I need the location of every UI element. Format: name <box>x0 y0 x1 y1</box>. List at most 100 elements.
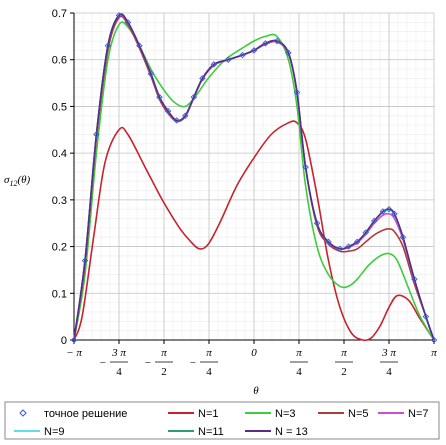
x-tick-label: 3 π 4 <box>380 347 398 378</box>
legend-item-точное-решение: точное решение <box>19 408 127 420</box>
y-axis-label: σ12(θ) <box>4 174 31 188</box>
data-point <box>224 56 232 63</box>
series-line-n-1 <box>73 120 435 342</box>
data-point <box>70 336 78 344</box>
legend-label: N=7 <box>408 408 429 420</box>
data-point <box>285 49 292 56</box>
x-tick-numerator: 3 π <box>111 347 126 359</box>
x-tick-label: π2 <box>335 347 353 378</box>
y-tick-label: 0.5 <box>52 101 67 113</box>
series-line-n-13 <box>73 13 435 341</box>
x-tick-sign: − <box>145 357 151 369</box>
grid <box>73 12 435 341</box>
legend-item-n-11: N=11 <box>168 426 224 438</box>
y-tick-label: 0.3 <box>52 195 67 207</box>
data-point <box>164 107 172 115</box>
x-tick-sign: − <box>190 357 196 369</box>
data-point <box>362 229 369 236</box>
data-point <box>399 233 407 241</box>
data-point <box>147 70 155 77</box>
y-tick-label: 0.6 <box>52 55 67 67</box>
legend-item-n-3: N=3 <box>245 408 296 420</box>
x-tick-label: π <box>431 347 437 359</box>
x-tick-numerator: 3 π <box>381 347 396 359</box>
data-point <box>293 89 301 96</box>
data-point <box>173 117 180 124</box>
x-tick-text: − π <box>66 347 82 359</box>
y-axis-label-sub: 12 <box>9 179 17 188</box>
data-point <box>81 257 89 264</box>
x-tick-label: π4 <box>290 347 308 378</box>
series-markers-exact <box>70 12 438 344</box>
data-point <box>422 313 430 320</box>
data-point <box>182 112 189 120</box>
legend-label: N=1 <box>198 408 219 420</box>
series-group <box>70 12 438 344</box>
x-tick-numerator: π <box>206 347 212 359</box>
legend-item-n-7: N=7 <box>378 408 429 420</box>
legend-item-n-1: N=1 <box>168 408 219 420</box>
data-point <box>124 19 132 26</box>
x-tick-sign: − <box>100 357 106 369</box>
data-point <box>353 238 361 246</box>
data-point <box>345 243 352 250</box>
data-point <box>239 51 246 59</box>
data-point <box>313 219 321 227</box>
x-tick-numerator: π <box>161 347 167 359</box>
x-tick-text: 0 <box>251 347 257 359</box>
data-point <box>250 47 258 54</box>
y-tick-label: 0.2 <box>52 242 67 254</box>
legend-item-n-9: N=9 <box>14 426 65 438</box>
x-tick-denominator: 4 <box>296 366 302 378</box>
data-point <box>336 245 344 253</box>
x-tick-denominator: 4 <box>386 366 392 378</box>
axes <box>70 12 435 344</box>
legend-box <box>4 401 440 440</box>
x-tick-numerator: π <box>296 347 302 359</box>
y-axis-label-arg: (θ) <box>17 174 30 186</box>
data-point <box>199 75 206 82</box>
legend-label: N=9 <box>44 426 65 438</box>
y-tick-label: 0.1 <box>52 288 67 300</box>
y-tick-label: 0 <box>61 335 67 347</box>
legend-label: N = 13 <box>275 426 308 438</box>
data-point <box>430 336 438 344</box>
data-point <box>371 217 378 225</box>
legend-item-n-5: N=5 <box>318 408 369 420</box>
x-tick-label: π 4− <box>190 347 218 378</box>
legend-label: точное решение <box>44 408 127 420</box>
y-axis-label-main: σ <box>4 174 10 186</box>
legend-swatch <box>19 409 27 417</box>
x-axis-label: θ <box>253 385 259 397</box>
x-tick-denominator: 2 <box>161 366 167 378</box>
legend-label: N=11 <box>198 426 224 438</box>
x-tick-label: 3 π 4− <box>100 347 128 378</box>
data-point <box>273 37 281 45</box>
y-tick-labels: 0 0.1 0.2 0.3 0.4 0.5 0.6 0.7 <box>52 8 67 347</box>
y-tick-label: 0.7 <box>52 8 67 20</box>
x-tick-label: π 2− <box>145 347 173 378</box>
data-point <box>411 276 418 283</box>
x-tick-denominator: 4 <box>206 366 212 378</box>
x-tick-denominator: 4 <box>116 366 122 378</box>
x-tick-text: π <box>431 347 437 359</box>
x-tick-denominator: 2 <box>341 366 347 378</box>
data-point <box>104 42 112 49</box>
x-tick-label: − π <box>66 347 82 359</box>
legend-label: N=3 <box>275 408 296 420</box>
data-point <box>379 208 387 215</box>
legend-label: N=5 <box>348 408 369 420</box>
data-point <box>385 205 393 213</box>
data-point <box>325 238 332 246</box>
x-tick-numerator: π <box>341 347 347 359</box>
legend-item-n-13: N = 13 <box>245 426 308 438</box>
data-point <box>302 163 309 171</box>
series-line-n-3 <box>73 21 435 341</box>
data-point <box>115 12 123 19</box>
data-point <box>93 131 100 138</box>
y-tick-label: 0.4 <box>52 148 67 160</box>
legend: точное решение N=1 N=3 N=5 N=7 N=9 N=11 N = 13 <box>4 401 440 440</box>
data-point <box>210 61 218 68</box>
